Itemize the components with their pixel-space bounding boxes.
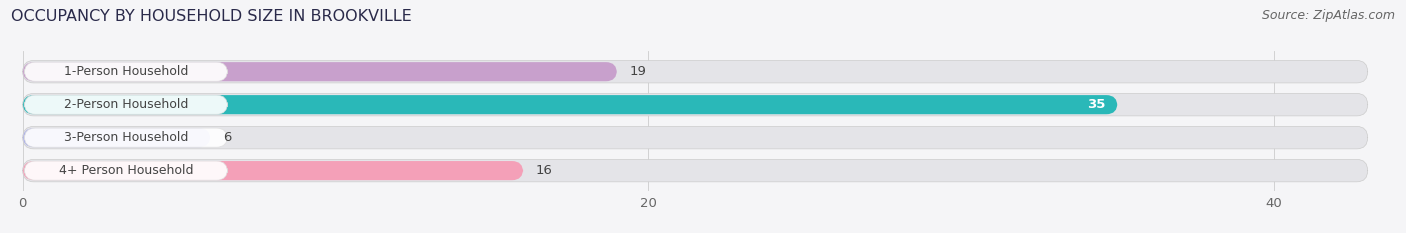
FancyBboxPatch shape bbox=[22, 95, 1118, 114]
Text: 6: 6 bbox=[224, 131, 231, 144]
Text: 35: 35 bbox=[1087, 98, 1105, 111]
Text: Source: ZipAtlas.com: Source: ZipAtlas.com bbox=[1261, 9, 1395, 22]
FancyBboxPatch shape bbox=[24, 128, 228, 147]
Text: 2-Person Household: 2-Person Household bbox=[63, 98, 188, 111]
Text: 4+ Person Household: 4+ Person Household bbox=[59, 164, 193, 177]
FancyBboxPatch shape bbox=[22, 127, 1368, 149]
FancyBboxPatch shape bbox=[22, 128, 211, 147]
Text: 19: 19 bbox=[630, 65, 647, 78]
FancyBboxPatch shape bbox=[22, 159, 1368, 182]
FancyBboxPatch shape bbox=[24, 62, 228, 81]
Text: 3-Person Household: 3-Person Household bbox=[63, 131, 188, 144]
FancyBboxPatch shape bbox=[24, 161, 228, 180]
FancyBboxPatch shape bbox=[22, 93, 1368, 116]
FancyBboxPatch shape bbox=[22, 62, 617, 81]
FancyBboxPatch shape bbox=[22, 161, 523, 180]
FancyBboxPatch shape bbox=[24, 95, 228, 114]
Text: OCCUPANCY BY HOUSEHOLD SIZE IN BROOKVILLE: OCCUPANCY BY HOUSEHOLD SIZE IN BROOKVILL… bbox=[11, 9, 412, 24]
Text: 16: 16 bbox=[536, 164, 553, 177]
Text: 1-Person Household: 1-Person Household bbox=[63, 65, 188, 78]
FancyBboxPatch shape bbox=[22, 61, 1368, 83]
